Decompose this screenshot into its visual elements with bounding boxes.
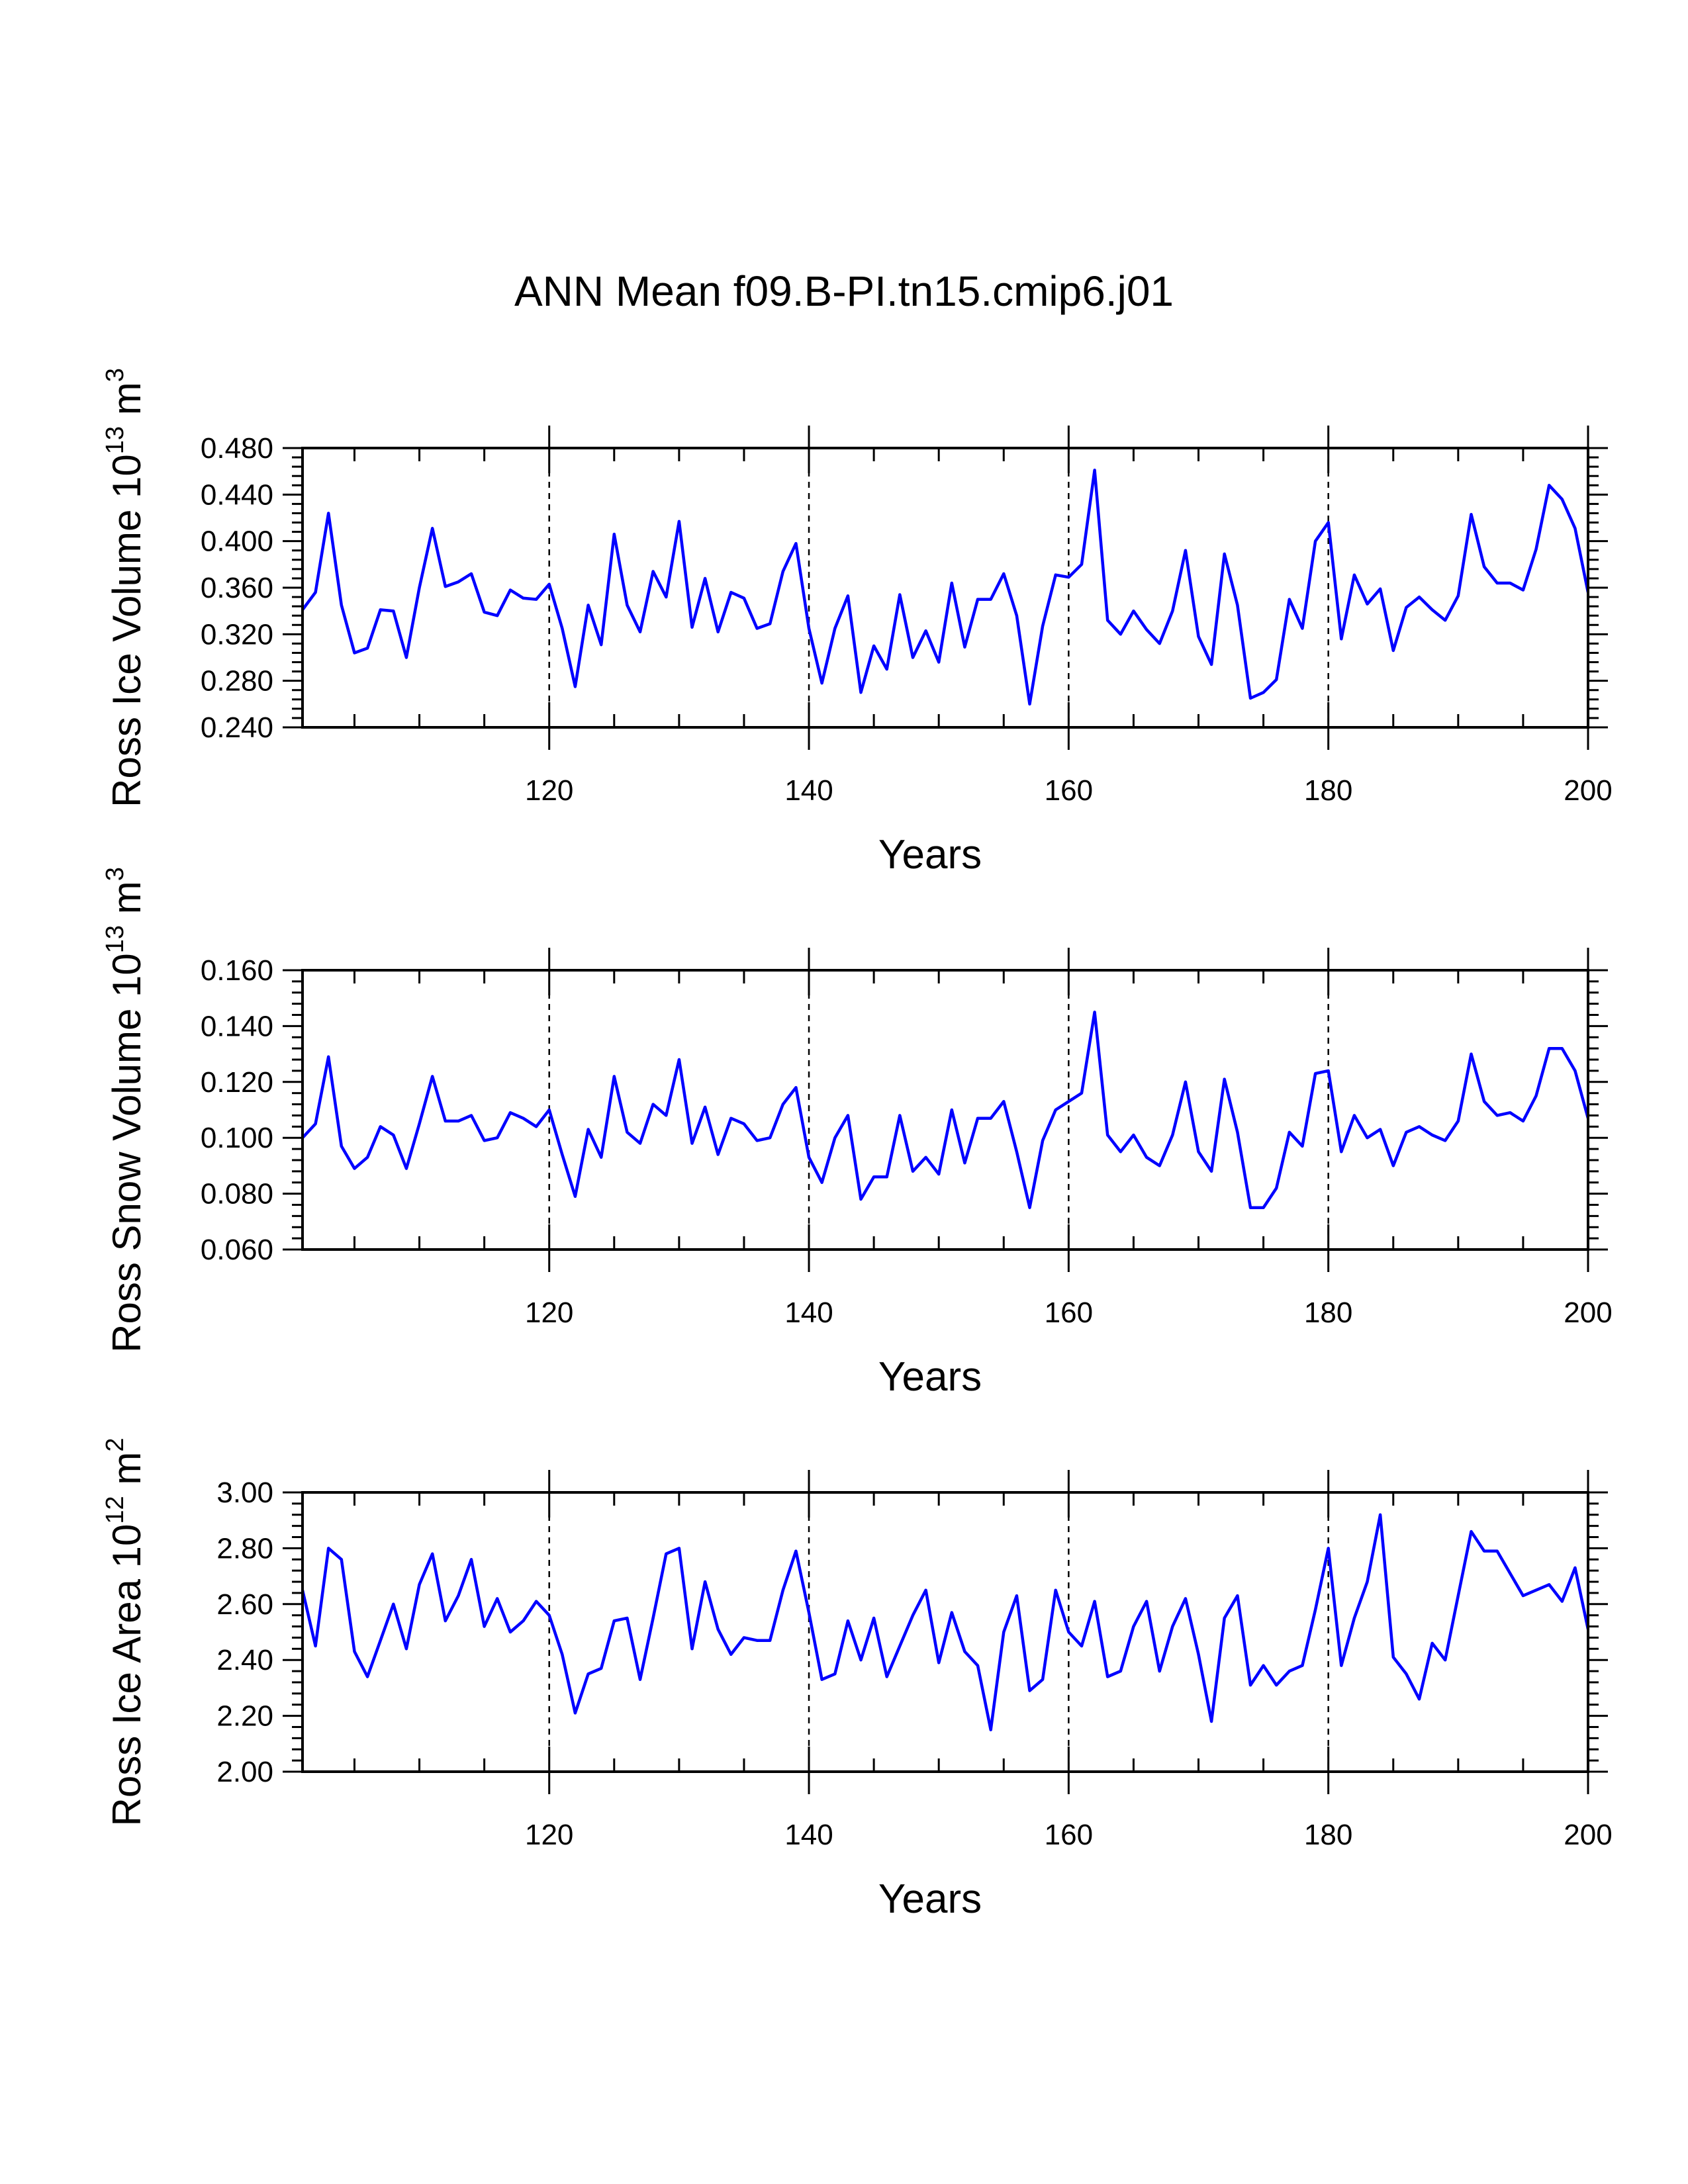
x-axis-label: Years bbox=[878, 1354, 982, 1400]
y-label-text: m bbox=[105, 1452, 149, 1496]
y-label-text: m bbox=[105, 382, 149, 426]
y-label-text: Ross Snow Volume 10 bbox=[105, 953, 149, 1353]
y-tick-label: 0.240 bbox=[201, 711, 273, 744]
y-tick-label: 0.400 bbox=[201, 525, 273, 558]
y-tick-label: 2.80 bbox=[216, 1532, 273, 1565]
y-label-superscript: 3 bbox=[101, 368, 129, 382]
y-label-text: Ross Ice Area 10 bbox=[105, 1524, 149, 1827]
y-tick-label: 0.120 bbox=[201, 1066, 273, 1099]
y-label-text: Ross Ice Volume 10 bbox=[105, 454, 149, 807]
y-axis-label: Ross Snow Volume 1013 m3 bbox=[101, 867, 149, 1353]
y-tick-label: 0.440 bbox=[201, 478, 273, 511]
x-tick-label: 200 bbox=[1564, 1819, 1612, 1851]
y-label-superscript: 3 bbox=[101, 867, 129, 881]
x-tick-label: 160 bbox=[1045, 1297, 1093, 1329]
y-label-superscript: 13 bbox=[101, 925, 129, 953]
x-tick-label: 120 bbox=[525, 1297, 573, 1329]
series-line bbox=[301, 469, 1590, 706]
y-tick-label: 0.280 bbox=[201, 665, 273, 698]
y-tick-label: 0.320 bbox=[201, 618, 273, 651]
y-axis-label: Ross Ice Volume 1013 m3 bbox=[101, 368, 149, 807]
y-tick-label: 0.100 bbox=[201, 1122, 273, 1154]
x-tick-label: 180 bbox=[1304, 1819, 1352, 1851]
y-tick-label: 2.20 bbox=[216, 1700, 273, 1733]
y-tick-label: 0.140 bbox=[201, 1010, 273, 1042]
x-tick-label: 140 bbox=[784, 1819, 833, 1851]
y-tick-label: 0.160 bbox=[201, 954, 273, 987]
x-tick-label: 200 bbox=[1564, 774, 1612, 807]
series-line bbox=[301, 1513, 1590, 1731]
y-axis-label: Ross Ice Area 1012 m2 bbox=[101, 1438, 149, 1827]
x-tick-label: 120 bbox=[525, 1819, 573, 1851]
x-tick-label: 140 bbox=[784, 774, 833, 807]
series-line bbox=[301, 1011, 1590, 1209]
x-tick-label: 180 bbox=[1304, 774, 1352, 807]
plot-frame bbox=[301, 1491, 1589, 1773]
x-tick-label: 180 bbox=[1304, 1297, 1352, 1329]
x-tick-label: 160 bbox=[1045, 1819, 1093, 1851]
y-tick-label: 0.080 bbox=[201, 1178, 273, 1210]
y-tick-label: 2.60 bbox=[216, 1588, 273, 1621]
plot-frame bbox=[301, 447, 1589, 729]
panels: 120 140 160 180 200 0.240 0.280 0.320 0.360 0.400… bbox=[101, 368, 1613, 1922]
y-label-text: m bbox=[105, 881, 149, 925]
panel-1: 120 140 160 180 200 0.240 0.280 0.320 0.360 0.400… bbox=[101, 368, 1613, 878]
x-tick-label: 160 bbox=[1045, 774, 1093, 807]
panel-3: 120 140 160 180 200 2.00 2.20 2.40 2.60 2.80 3.00 Y… bbox=[101, 1438, 1613, 1923]
chart-title: ANN Mean f09.B-PI.tn15.cmip6.j01 bbox=[514, 267, 1174, 315]
y-tick-label: 0.480 bbox=[201, 432, 273, 465]
panel-2: 120 140 160 180 200 0.060 0.080 0.100 0.120 0.140… bbox=[101, 867, 1613, 1400]
y-tick-label: 0.360 bbox=[201, 572, 273, 604]
y-label-superscript: 2 bbox=[101, 1438, 129, 1452]
x-tick-label: 120 bbox=[525, 774, 573, 807]
x-tick-label: 200 bbox=[1564, 1297, 1612, 1329]
x-axis-label: Years bbox=[878, 832, 982, 878]
y-tick-label: 3.00 bbox=[216, 1477, 273, 1509]
plot-frame bbox=[301, 969, 1589, 1251]
y-tick-label: 0.060 bbox=[201, 1234, 273, 1266]
x-tick-label: 140 bbox=[784, 1297, 833, 1329]
y-tick-label: 2.40 bbox=[216, 1644, 273, 1676]
y-label-superscript: 12 bbox=[101, 1496, 129, 1524]
x-axis-label: Years bbox=[878, 1876, 982, 1922]
y-tick-label: 2.00 bbox=[216, 1756, 273, 1788]
y-label-superscript: 13 bbox=[101, 426, 129, 454]
